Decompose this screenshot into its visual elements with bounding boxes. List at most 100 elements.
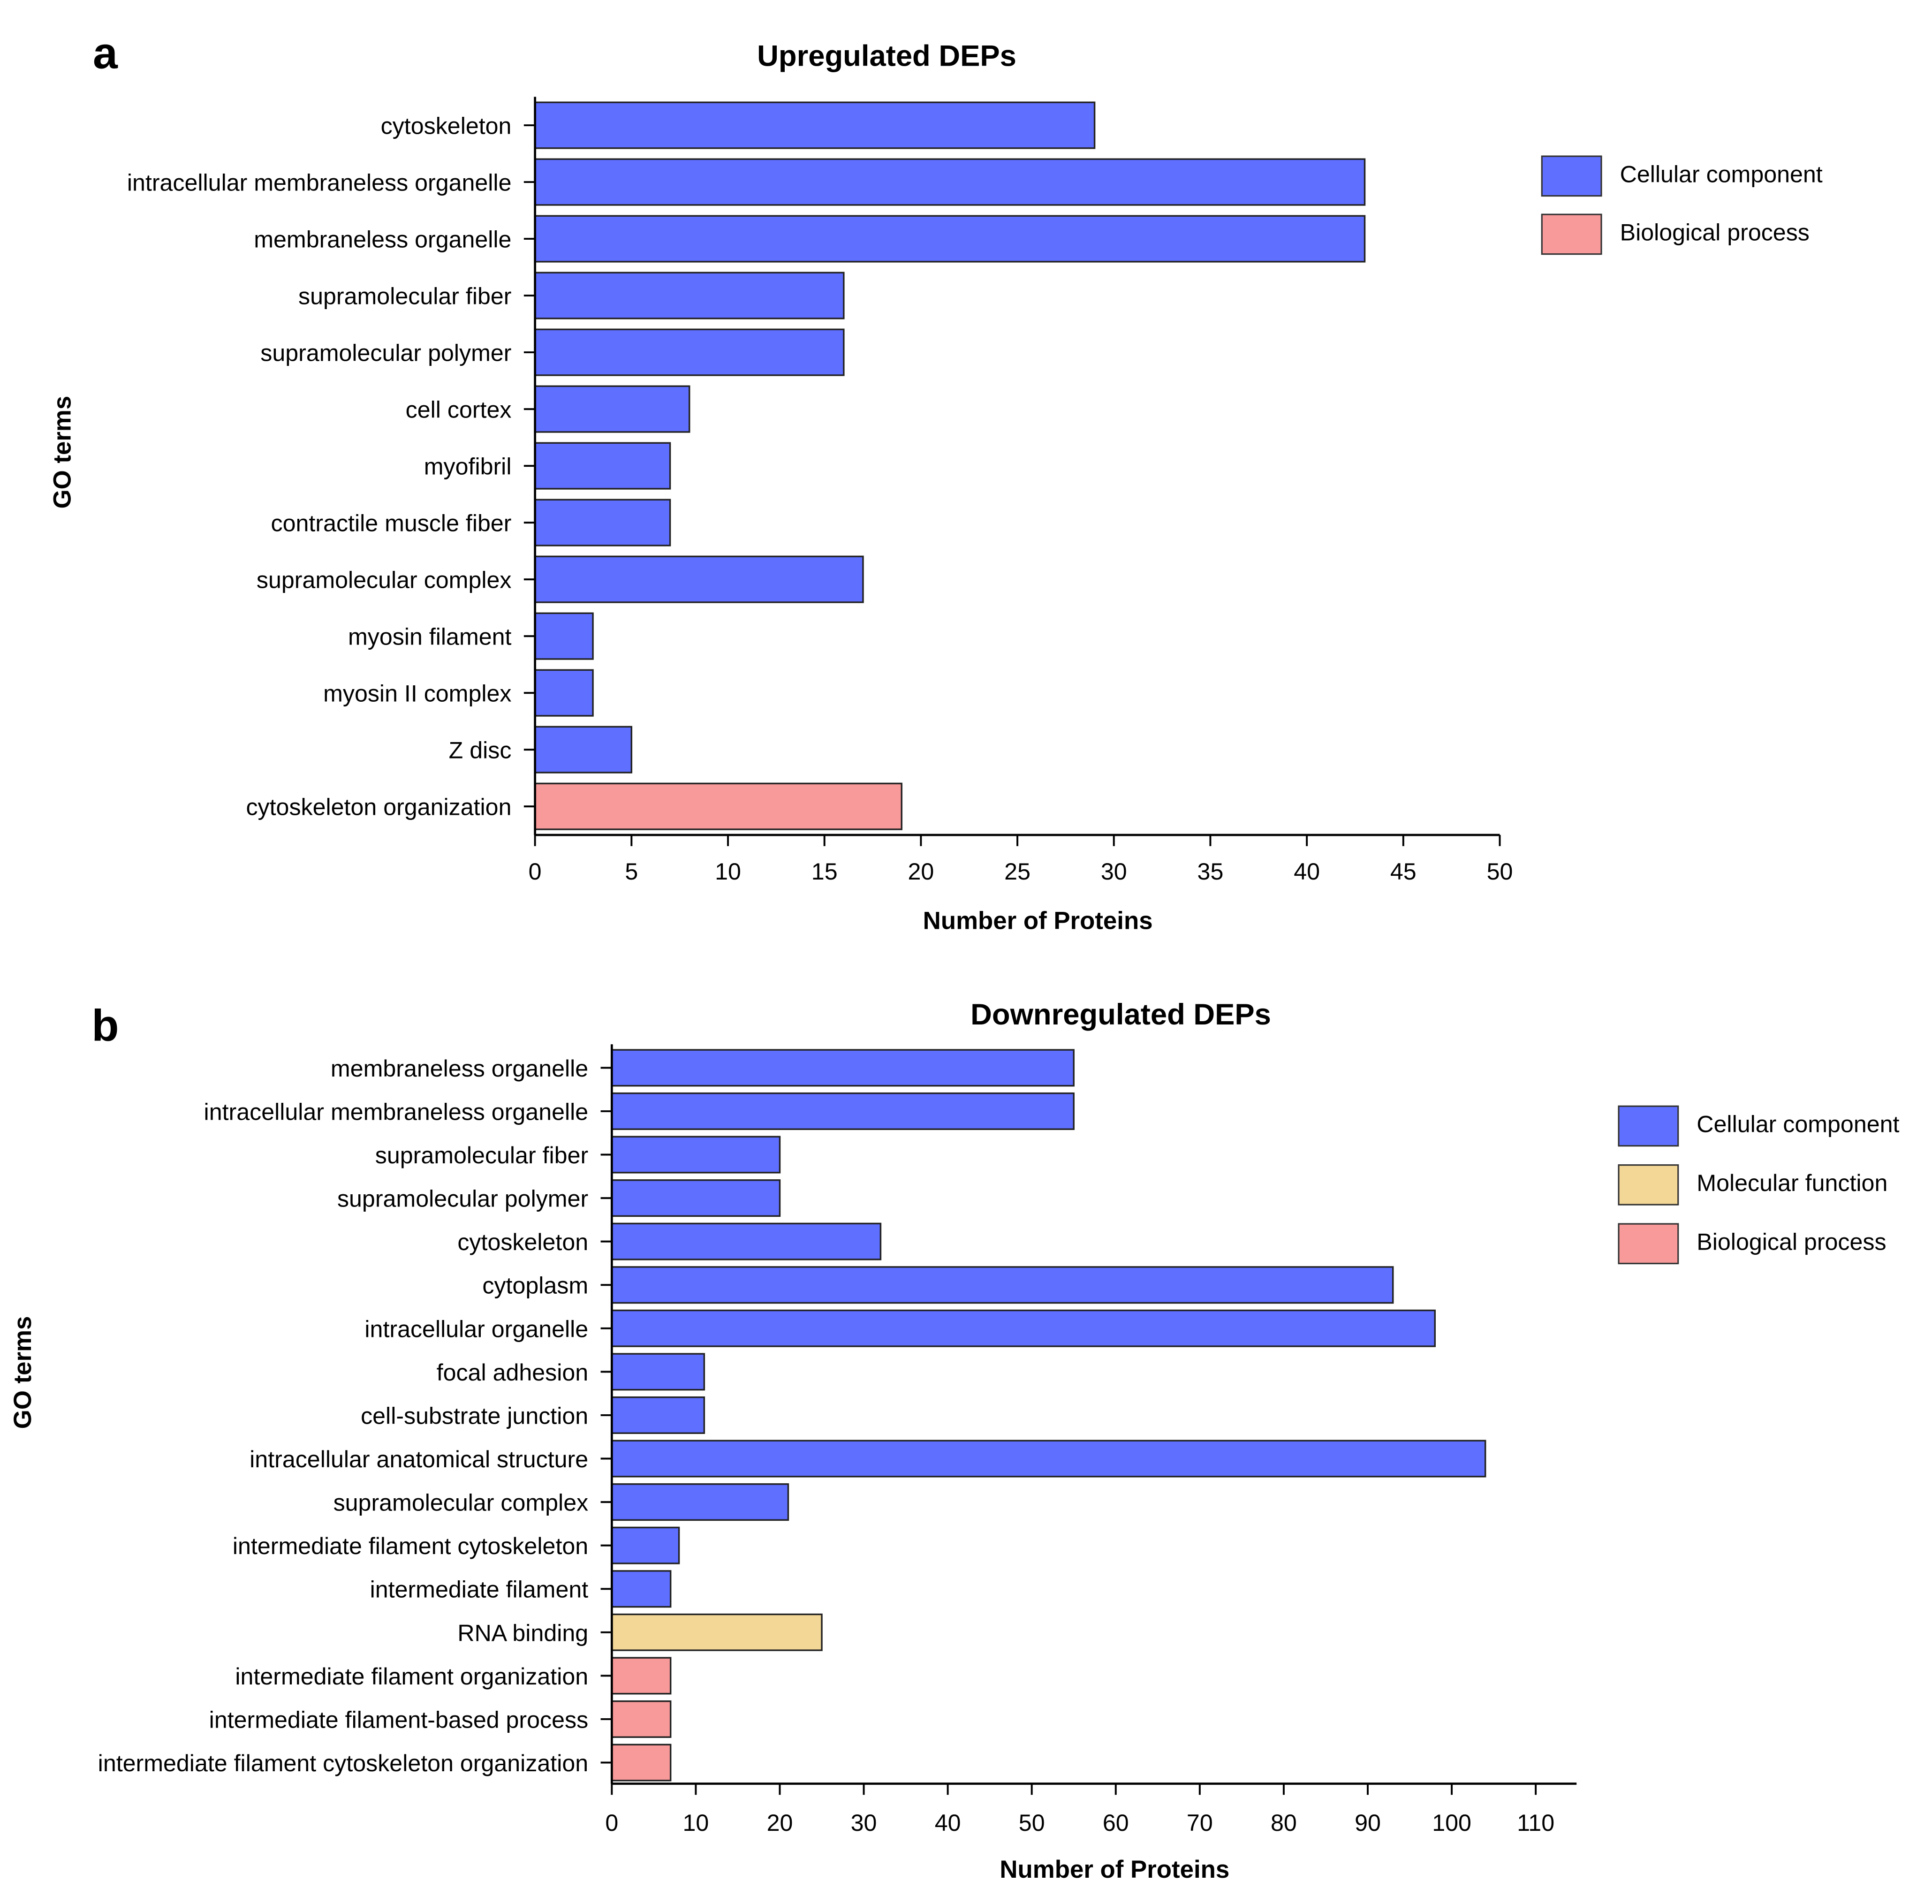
bar-12 — [534, 782, 902, 830]
x-tick-label: 45 — [1390, 858, 1417, 885]
legend-swatch — [1618, 1164, 1679, 1206]
legend-swatch — [1618, 1105, 1679, 1147]
y-tick-label: cytoplasm — [482, 1273, 588, 1299]
y-tick-label: membraneless organelle — [331, 1055, 588, 1082]
bar-4 — [534, 328, 845, 376]
y-tick-label: supramolecular fiber — [375, 1142, 588, 1168]
y-tick-label: intermediate filament — [370, 1577, 589, 1603]
bar-12 — [611, 1570, 672, 1608]
y-tick-label: cytoskeleton — [457, 1229, 588, 1255]
x-tick-label: 40 — [1294, 858, 1320, 885]
x-tick-label: 0 — [605, 1810, 618, 1836]
bar-16 — [611, 1744, 672, 1782]
x-tick-label: 50 — [1487, 858, 1513, 885]
x-tick-label: 20 — [908, 858, 934, 885]
x-tick-label: 25 — [1004, 858, 1030, 885]
x-tick-label: 90 — [1355, 1810, 1381, 1836]
x-tick-label: 30 — [1101, 858, 1127, 885]
bar-10 — [611, 1483, 789, 1521]
panel-label: a — [93, 29, 118, 78]
y-tick-label: RNA binding — [457, 1620, 588, 1646]
bar-5 — [611, 1266, 1394, 1304]
x-tick-label: 20 — [767, 1810, 793, 1836]
x-tick-label: 80 — [1271, 1810, 1297, 1836]
bar-1 — [534, 158, 1366, 206]
x-tick-label: 50 — [1019, 1810, 1045, 1836]
bar-0 — [611, 1049, 1075, 1087]
panel-label: b — [91, 1001, 119, 1050]
bar-2 — [534, 215, 1366, 263]
x-tick-label: 30 — [851, 1810, 877, 1836]
x-tick-label: 60 — [1103, 1810, 1129, 1836]
bar-13 — [611, 1613, 823, 1651]
x-tick-label: 40 — [935, 1810, 961, 1836]
x-tick-label: 35 — [1197, 858, 1224, 885]
y-tick-label: supramolecular polymer — [337, 1186, 588, 1212]
legend-label: Biological process — [1620, 220, 1810, 246]
y-tick-label: intermediate filament cytoskeleton organ… — [98, 1750, 589, 1776]
y-tick-label: membraneless organelle — [254, 227, 511, 253]
bar-2 — [611, 1136, 781, 1174]
y-tick-label: intracellular organelle — [364, 1316, 588, 1342]
bar-3 — [611, 1179, 781, 1217]
legend-label: Molecular function — [1697, 1170, 1887, 1196]
y-tick-label: intracellular membraneless organelle — [204, 1099, 589, 1125]
y-tick-label: myosin filament — [348, 624, 511, 650]
bar-11 — [611, 1526, 680, 1564]
y-axis-label: GO terms — [9, 1316, 37, 1429]
bar-11 — [534, 726, 633, 774]
y-tick-label: focal adhesion — [437, 1359, 588, 1386]
legend-label: Cellular component — [1697, 1111, 1899, 1138]
y-tick-label: Z disc — [449, 737, 512, 764]
y-tick-label: myofibril — [424, 454, 512, 480]
x-tick-label: 5 — [625, 858, 638, 885]
y-tick-label: intermediate filament organization — [235, 1663, 588, 1690]
y-tick-label: intermediate filament-based process — [209, 1707, 588, 1733]
bar-7 — [611, 1353, 705, 1391]
bar-5 — [534, 385, 690, 433]
chart-title: Downregulated DEPs — [970, 998, 1271, 1031]
y-tick-label: cell cortex — [406, 397, 512, 423]
y-tick-label: contractile muscle fiber — [271, 510, 512, 537]
x-tick-label: 100 — [1432, 1810, 1471, 1836]
x-tick-label: 10 — [683, 1810, 709, 1836]
bar-8 — [534, 555, 864, 603]
bar-1 — [611, 1092, 1075, 1130]
x-axis-label: Number of Proteins — [1000, 1856, 1229, 1883]
bar-6 — [534, 442, 671, 490]
y-tick-label: intracellular membraneless organelle — [127, 170, 512, 196]
y-tick-label: intracellular anatomical structure — [250, 1446, 588, 1472]
x-tick-label: 15 — [811, 858, 838, 885]
y-axis-label: GO terms — [49, 396, 76, 509]
bar-9 — [534, 612, 594, 660]
bar-6 — [611, 1309, 1436, 1347]
y-tick-label: supramolecular complex — [257, 567, 512, 593]
x-tick-label: 10 — [715, 858, 741, 885]
legend-label: Biological process — [1697, 1229, 1886, 1255]
bar-7 — [534, 499, 671, 546]
legend-swatch — [1541, 213, 1602, 255]
bar-10 — [534, 669, 594, 717]
y-tick-label: cell-substrate junction — [361, 1403, 588, 1429]
legend-swatch — [1541, 155, 1602, 197]
chart-title: Upregulated DEPs — [757, 39, 1016, 72]
y-tick-label: supramolecular fiber — [298, 283, 511, 310]
y-tick-label: intermediate filament cytoskeleton — [233, 1533, 588, 1559]
panel-a: a Upregulated DEPs Number of Proteins GO te… — [49, 29, 1823, 935]
x-axis-label: Number of Proteins — [923, 907, 1153, 935]
y-tick-label: cytoskeleton organization — [246, 794, 511, 820]
y-tick-label: supramolecular polymer — [260, 340, 511, 366]
x-tick-label: 110 — [1517, 1810, 1554, 1836]
bar-9 — [611, 1440, 1486, 1478]
x-tick-label: 70 — [1187, 1810, 1213, 1836]
panel-b: b Downregulated DEPs Number of Proteins GO … — [9, 998, 1900, 1883]
y-tick-label: cytoskeleton — [381, 113, 512, 139]
bar-15 — [611, 1700, 672, 1738]
legend-label: Cellular component — [1620, 161, 1823, 188]
bar-14 — [611, 1657, 672, 1695]
y-tick-label: supramolecular complex — [333, 1490, 589, 1516]
bar-0 — [534, 101, 1096, 149]
legend-swatch — [1618, 1223, 1679, 1265]
bar-8 — [611, 1396, 705, 1434]
